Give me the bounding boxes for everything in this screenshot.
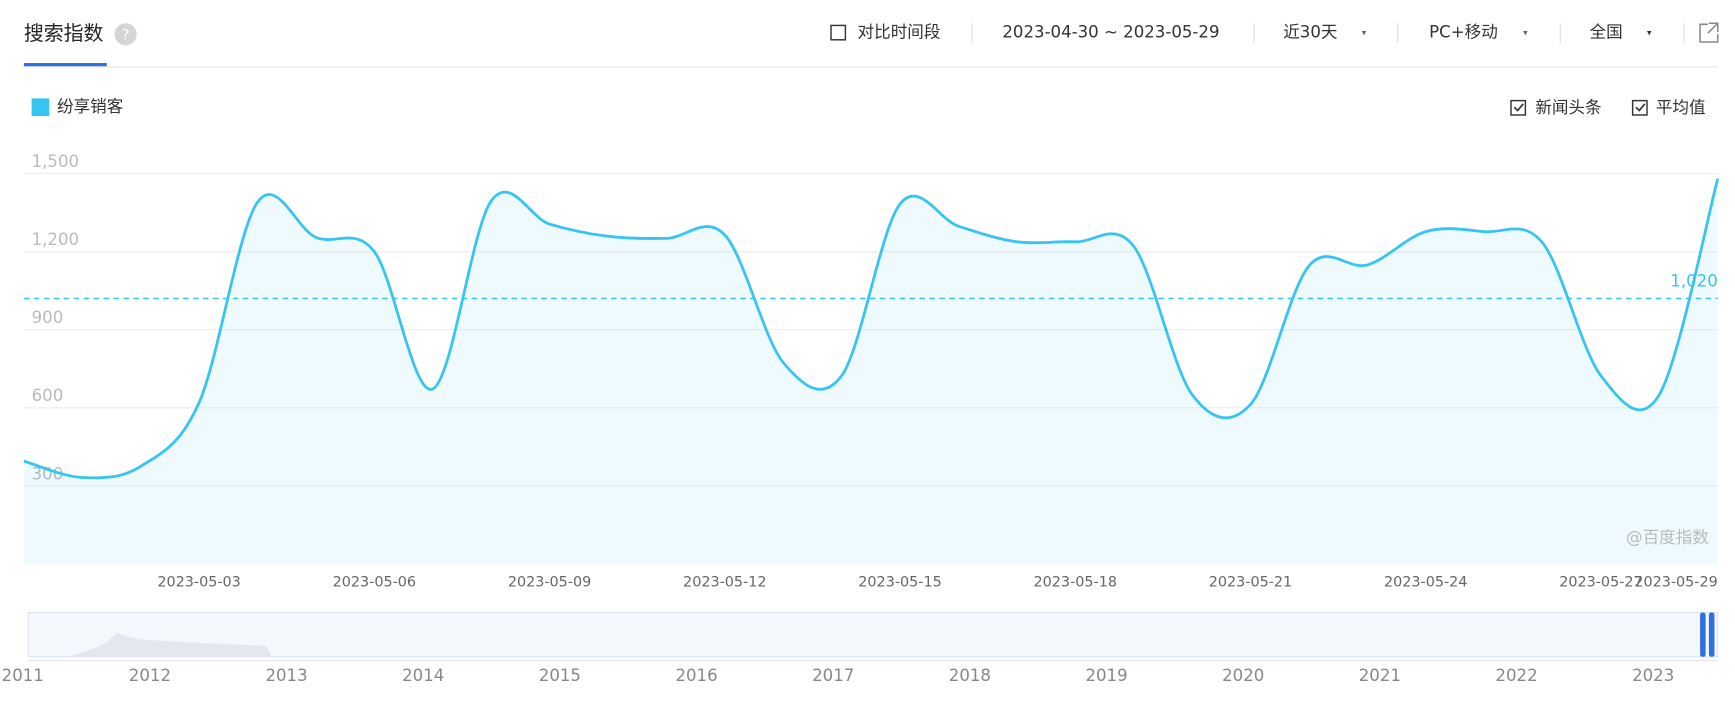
year-label: 2023 [1632, 666, 1674, 685]
toggle-checkbox[interactable] [1510, 99, 1527, 116]
toggle-checkbox[interactable] [1631, 99, 1648, 116]
x-tick-label: 2023-05-27 [1559, 575, 1642, 591]
navigator-overview [66, 632, 272, 657]
x-tick-label: 2023-05-15 [858, 575, 941, 591]
year-label: 2012 [129, 666, 171, 685]
header-divider [23, 66, 1718, 68]
compare-checkbox[interactable] [830, 24, 847, 41]
year-label: 2018 [949, 666, 991, 685]
year-label: 2016 [675, 666, 717, 685]
navigator-handle[interactable] [1700, 612, 1706, 657]
toggle-label[interactable]: 新闻头条 [1535, 98, 1601, 117]
x-tick-label: 2023-05-29 [1634, 575, 1717, 591]
area [23, 178, 1718, 564]
x-tick-label: 2023-05-03 [157, 575, 240, 591]
year-label: 2011 [2, 666, 44, 685]
help-icon-mark: ? [122, 27, 130, 43]
y-tick-label: 300 [32, 464, 64, 483]
date-range[interactable]: 2023-04-30 ~ 2023-05-29 [1002, 23, 1219, 42]
year-label: 2020 [1222, 666, 1264, 685]
toggle-label[interactable]: 平均值 [1656, 98, 1706, 117]
year-label: 2021 [1359, 666, 1401, 685]
x-tick-label: 2023-05-24 [1384, 575, 1467, 591]
device-select[interactable]: PC+移动 [1429, 23, 1498, 42]
x-tick-label: 2023-05-21 [1209, 575, 1292, 591]
y-tick-label: 1,500 [32, 152, 79, 171]
legend-swatch[interactable] [31, 98, 50, 117]
navigator-axis [28, 660, 1718, 662]
compare-label[interactable]: 对比时间段 [858, 23, 941, 42]
separator [971, 23, 973, 44]
navigator[interactable] [27, 611, 1719, 658]
year-label: 2017 [812, 666, 854, 685]
dropdown-arrow [1647, 30, 1652, 36]
x-tick-label: 2023-05-06 [333, 575, 416, 591]
check-mark [1635, 103, 1646, 112]
dropdown-arrow [1523, 30, 1528, 36]
x-tick-label: 2023-05-09 [508, 575, 591, 591]
plot-area: 1,500 1,200 900 600 300 2023-05-03 2023-05-06 2… [23, 152, 1720, 591]
x-tick-label: 2023-05-12 [683, 575, 766, 591]
year-label: 2013 [265, 666, 307, 685]
tab-underline [23, 63, 107, 67]
year-label: 2019 [1085, 666, 1127, 685]
year-label: 2015 [539, 666, 581, 685]
legend-label[interactable]: 纷享销客 [57, 97, 123, 116]
check-mark [1513, 103, 1524, 112]
separator [1559, 23, 1561, 44]
export-icon[interactable] [1699, 22, 1719, 43]
separator [1397, 23, 1399, 44]
period-select[interactable]: 近30天 [1283, 23, 1337, 42]
year-label: 2014 [402, 666, 444, 685]
year-label: 2022 [1495, 666, 1537, 685]
separator [1253, 23, 1255, 44]
navigator-handle[interactable] [1708, 612, 1715, 657]
navigator-years: 2011 2012 2013 2014 2015 2016 2017 2018 2019 2020… [2, 666, 1675, 685]
watermark: @百度指数 [1626, 528, 1709, 547]
help-icon[interactable] [114, 23, 137, 46]
region-select[interactable]: 全国 [1590, 23, 1623, 42]
page-title: 搜索指数 [24, 22, 104, 45]
y-tick-label: 900 [32, 308, 64, 327]
y-tick-label: 600 [32, 386, 64, 405]
average-label: 1,020 [1670, 271, 1717, 290]
separator [1683, 23, 1685, 44]
line [23, 178, 1720, 480]
dropdown-arrow [1361, 30, 1367, 36]
y-tick-label: 1,200 [32, 230, 79, 249]
x-tick-label: 2023-05-18 [1034, 575, 1117, 591]
